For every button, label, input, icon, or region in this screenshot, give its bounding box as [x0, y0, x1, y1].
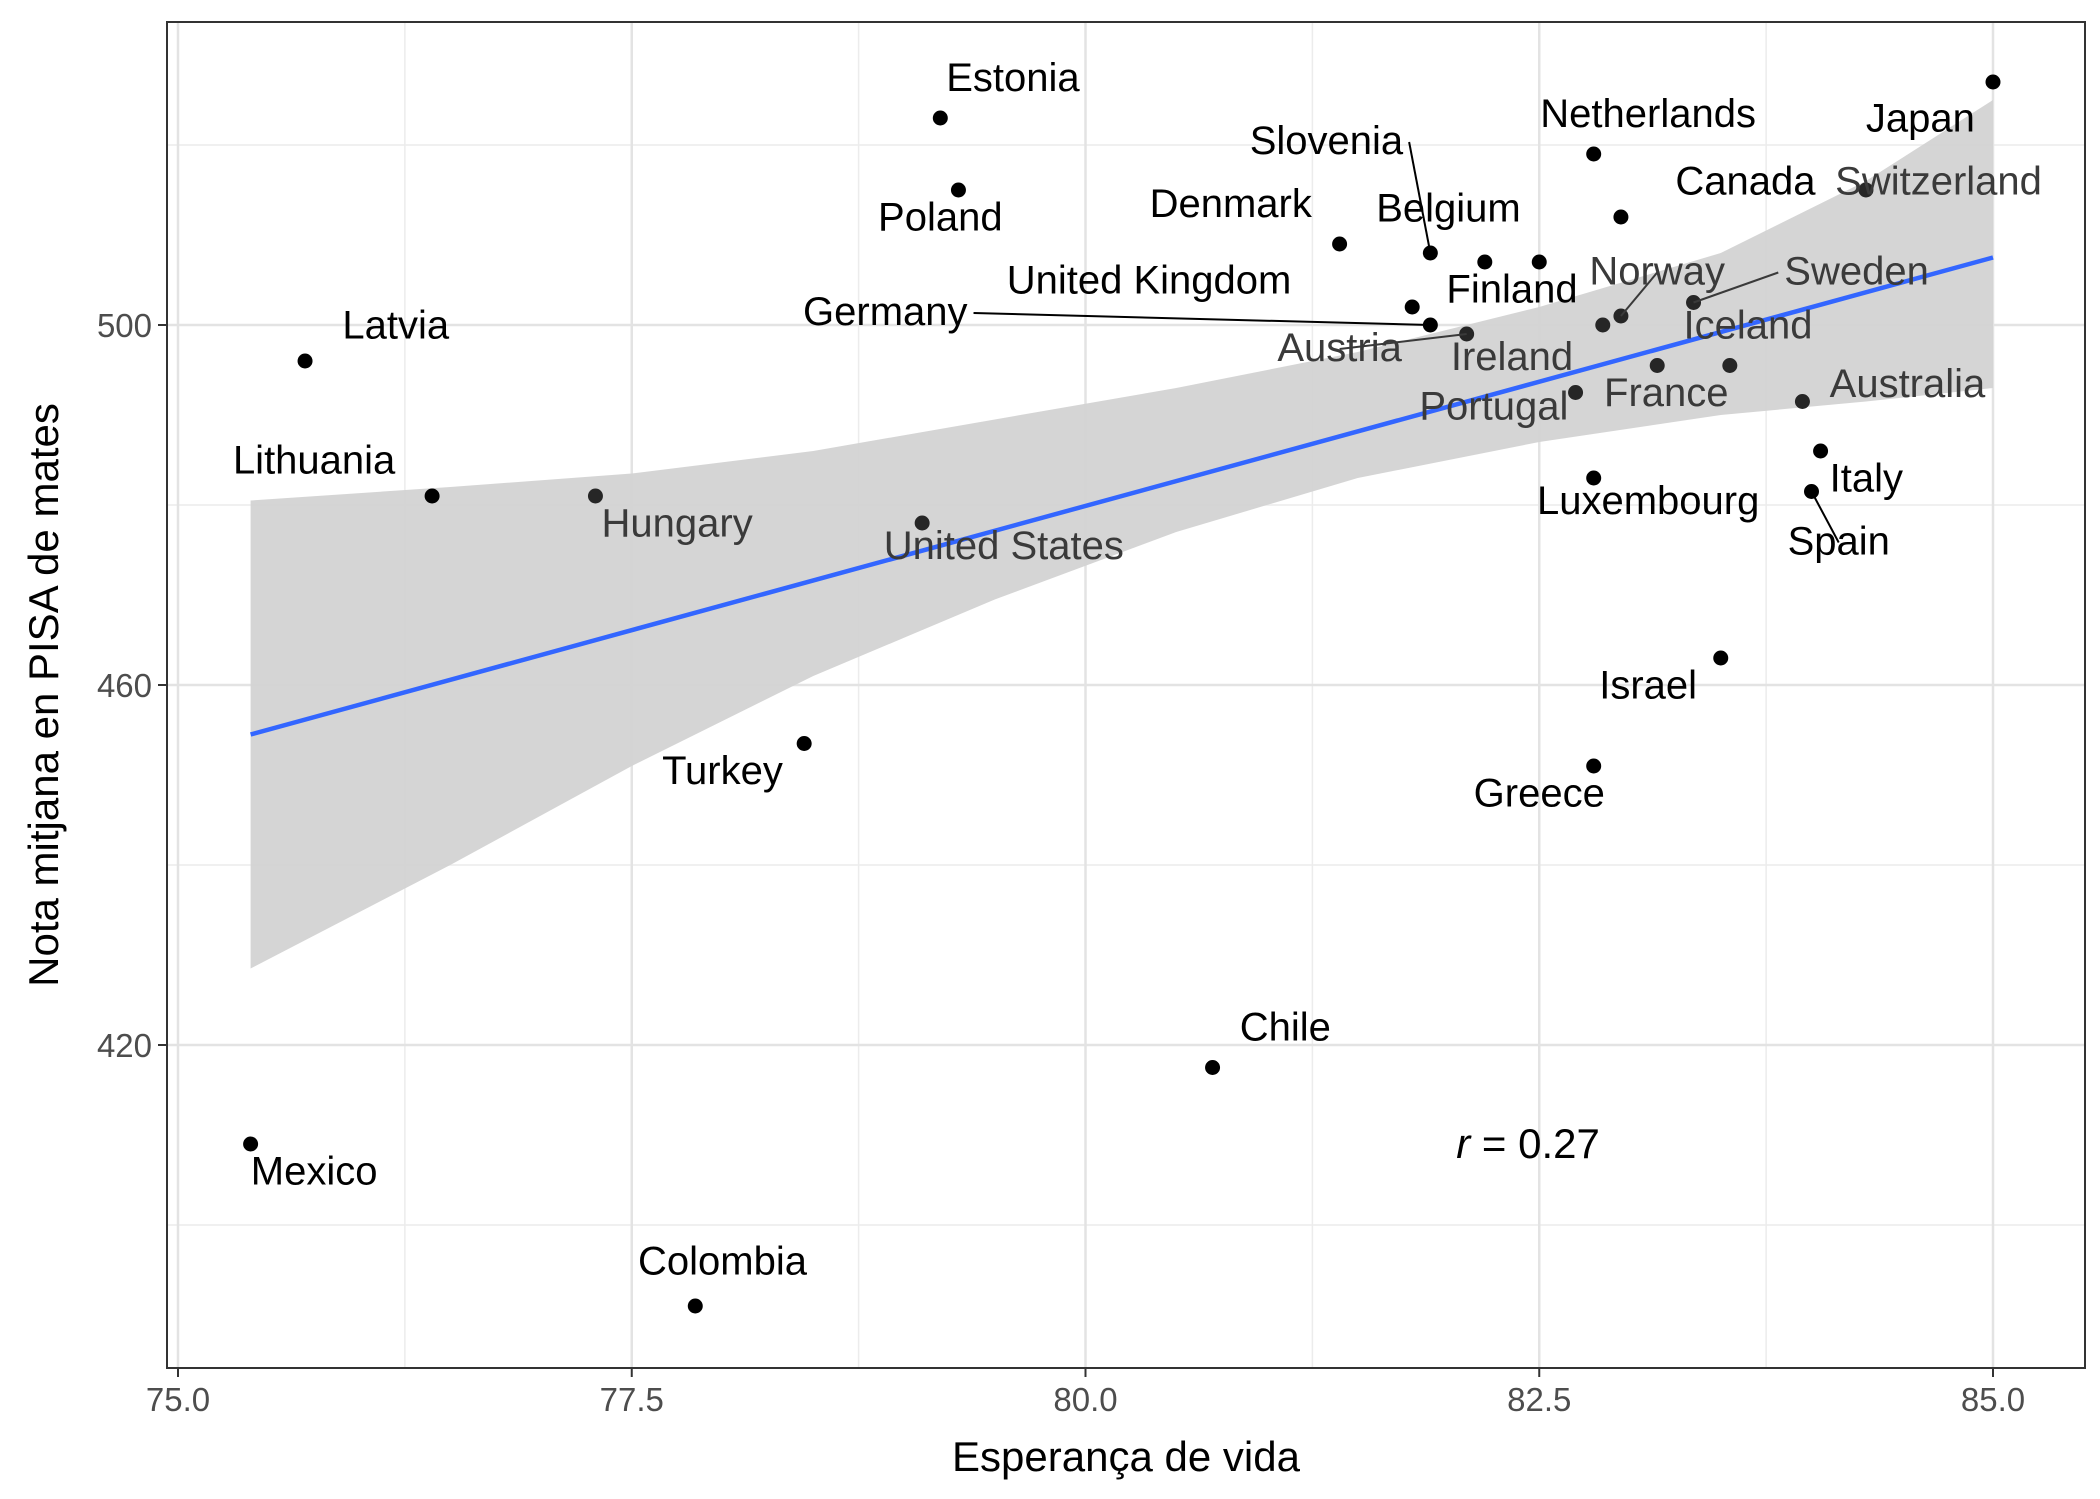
point-label-sweden: Sweden: [1784, 250, 1929, 294]
point-label-colombia: Colombia: [638, 1240, 808, 1284]
x-tick-label: 75.0: [146, 1381, 210, 1418]
data-point-united-states: [914, 515, 930, 531]
point-label-ireland: Ireland: [1451, 335, 1573, 379]
point-label-denmark: Denmark: [1150, 182, 1313, 226]
point-label-belgium: Belgium: [1376, 187, 1521, 231]
point-label-lithuania: Lithuania: [233, 439, 396, 483]
point-label-iceland: Iceland: [1683, 304, 1812, 348]
regression-line-layer: [250, 255, 1994, 737]
label-connector-spain: [1810, 491, 1840, 543]
axis-layer: 75.0 77.5 80.0 82.5 85.0 420 460 500: [97, 307, 2025, 1418]
label-connector-slovenia: [1408, 141, 1432, 254]
point-label-united-states: United States: [884, 524, 1124, 568]
y-axis-title: Nota mitjana en PISA de mates: [20, 403, 67, 987]
x-tick-label: 80.0: [1053, 1381, 1117, 1418]
y-tick-label: 420: [97, 1027, 152, 1064]
data-point-greece: [1586, 758, 1602, 774]
data-point-colombia: [687, 1298, 703, 1314]
point-label-norway: Norway: [1589, 250, 1725, 294]
x-tick-label: 85.0: [1961, 1381, 2025, 1418]
data-point-belgium: [1477, 254, 1493, 270]
data-point-estonia: [932, 110, 948, 126]
point-label-layer: Estonia Poland Japan Netherlands Slovenia Can…: [233, 56, 2042, 1284]
data-point-canada: [1613, 209, 1629, 225]
correlation-annotation: r = 0.27: [1456, 1120, 1600, 1167]
regression-line: [250, 255, 1994, 737]
data-point-hungary: [587, 488, 603, 504]
x-axis-title: Esperança de vida: [952, 1433, 1301, 1480]
data-point-israel: [1713, 650, 1729, 666]
confidence-band-layer: [250, 100, 1994, 969]
point-label-slovenia: Slovenia: [1250, 119, 1404, 163]
data-point-luxembourg: [1586, 470, 1602, 486]
point-label-australia: Australia: [1830, 362, 1986, 406]
point-label-turkey: Turkey: [662, 749, 783, 793]
x-tick-label: 82.5: [1507, 1381, 1571, 1418]
data-point-italy: [1813, 443, 1829, 459]
label-connector-sweden: [1693, 271, 1779, 304]
point-label-chile: Chile: [1240, 1006, 1331, 1050]
label-connector-austria: [1339, 333, 1467, 350]
point-label-latvia: Latvia: [342, 304, 449, 348]
panel-border: [166, 21, 2086, 1369]
point-label-poland: Poland: [878, 196, 1003, 240]
r-symbol: r: [1456, 1120, 1472, 1167]
data-point-australia: [1794, 394, 1810, 409]
data-point-turkey: [796, 736, 812, 751]
r-value: = 0.27: [1470, 1120, 1600, 1167]
point-label-netherlands: Netherlands: [1540, 92, 1756, 136]
point-label-finland: Finland: [1446, 268, 1577, 312]
data-point-mexico: [243, 1136, 259, 1152]
data-point-switzerland: [1858, 182, 1874, 198]
data-point-france: [1649, 358, 1665, 373]
point-label-greece: Greece: [1474, 772, 1605, 816]
point-label-japan: Japan: [1866, 97, 1975, 141]
data-point-japan: [1985, 74, 2001, 90]
y-tick-label: 460: [97, 667, 152, 704]
point-label-italy: Italy: [1830, 457, 1903, 501]
data-point-denmark: [1332, 236, 1348, 252]
point-label-germany: Germany: [803, 290, 968, 334]
data-point-poland: [950, 182, 966, 198]
data-point-latvia: [297, 353, 313, 369]
point-label-austria: Austria: [1277, 326, 1402, 370]
point-label-canada: Canada: [1675, 160, 1816, 204]
y-tick-label: 500: [97, 307, 152, 344]
confidence-band: [250, 100, 1994, 969]
point-label-france: France: [1604, 371, 1729, 415]
point-label-switzerland: Switzerland: [1835, 160, 2042, 204]
point-label-spain: Spain: [1788, 520, 1890, 564]
point-label-mexico: Mexico: [251, 1150, 378, 1194]
data-point-lithuania: [424, 488, 440, 504]
data-point-ireland: [1568, 385, 1584, 400]
data-point-finland: [1531, 254, 1547, 270]
grid-layer: [167, 22, 2085, 1368]
label-connector-norway: [1620, 271, 1658, 317]
point-label-luxembourg: Luxembourg: [1537, 479, 1759, 523]
label-connector-germany: [973, 312, 1431, 326]
point-label-united-kingdom: United Kingdom: [1007, 259, 1292, 303]
data-point-iceland: [1595, 317, 1611, 333]
data-point-netherlands: [1586, 146, 1602, 162]
data-point-united-kingdom: [1404, 299, 1420, 315]
data-point-portugal: [1722, 358, 1738, 373]
x-tick-label: 77.5: [600, 1381, 664, 1418]
data-point-chile: [1205, 1060, 1221, 1075]
point-label-israel: Israel: [1599, 664, 1697, 708]
point-label-portugal: Portugal: [1419, 385, 1568, 429]
point-label-estonia: Estonia: [946, 56, 1080, 100]
point-label-hungary: Hungary: [602, 502, 753, 546]
